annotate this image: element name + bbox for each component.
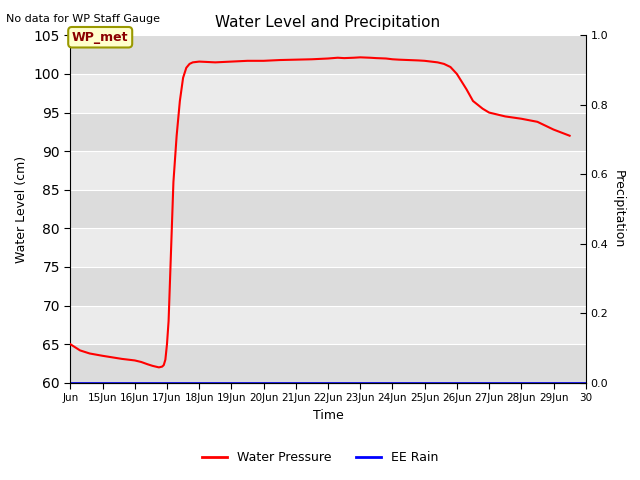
Legend: Water Pressure, EE Rain: Water Pressure, EE Rain — [196, 446, 444, 469]
Bar — [70, 112, 586, 151]
Bar — [70, 190, 586, 228]
Bar — [70, 36, 586, 74]
Y-axis label: Precipitation: Precipitation — [612, 170, 625, 248]
Bar — [70, 228, 586, 267]
Y-axis label: Water Level (cm): Water Level (cm) — [15, 156, 28, 263]
Bar — [70, 74, 586, 112]
Bar — [70, 306, 586, 344]
Bar — [70, 267, 586, 306]
Bar — [70, 151, 586, 190]
Text: No data for WP Staff Gauge: No data for WP Staff Gauge — [6, 14, 161, 24]
Title: Water Level and Precipitation: Water Level and Precipitation — [216, 15, 440, 30]
Text: WP_met: WP_met — [72, 31, 129, 44]
X-axis label: Time: Time — [313, 409, 344, 422]
Bar — [70, 344, 586, 383]
